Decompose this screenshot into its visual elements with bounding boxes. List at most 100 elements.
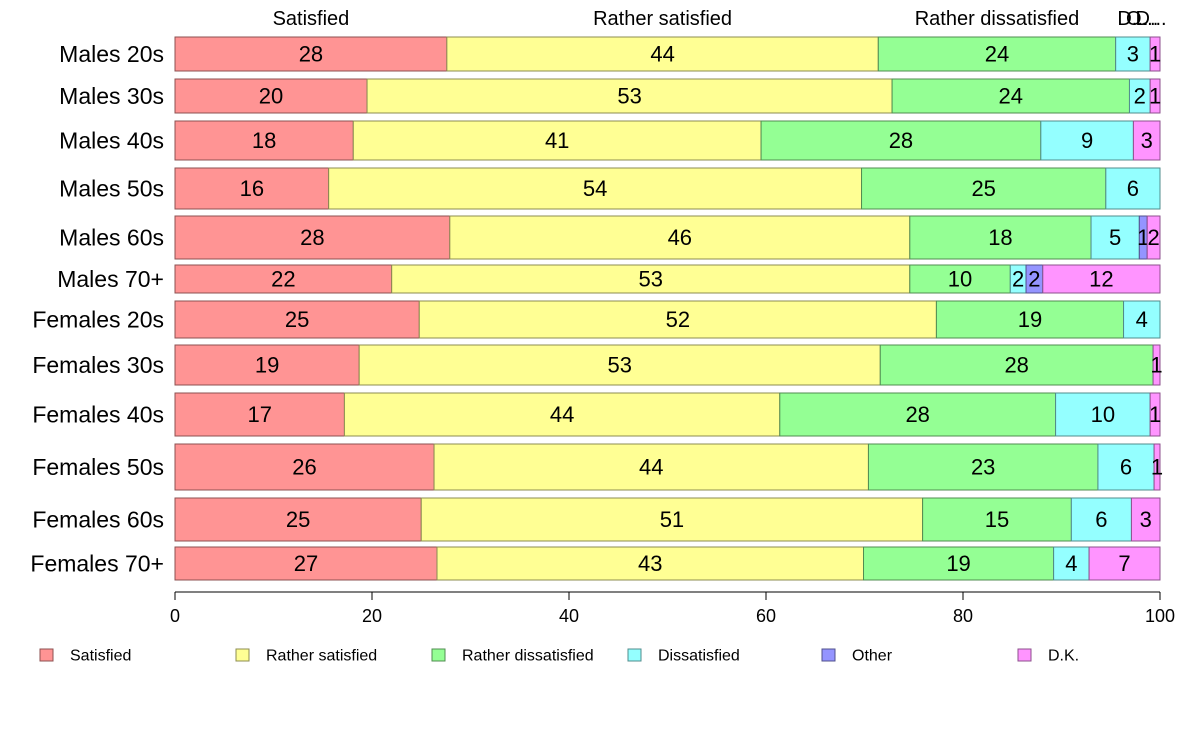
data-label: 3	[1127, 42, 1139, 67]
data-label: 28	[299, 42, 323, 67]
legend-swatch	[431, 648, 446, 662]
data-label: 54	[583, 176, 607, 201]
bars: 28 44 24 3 120 53 24 2 118 41 28 9 316 54 25 628 46 18 5 12…	[174, 36, 1163, 581]
legend-label: Rather satisfied	[266, 648, 377, 665]
bar-segment	[861, 167, 1107, 210]
bar-segment	[1088, 546, 1161, 581]
data-label: 5	[1109, 225, 1121, 250]
top-label: Rather satisfied	[593, 8, 732, 30]
data-label: 12	[1089, 267, 1113, 292]
top-label: Satisfied	[273, 8, 350, 30]
data-label: 20	[259, 84, 283, 109]
data-label: 24	[985, 42, 1009, 67]
x-tick-label: 80	[953, 606, 973, 626]
data-label: 46	[668, 225, 692, 250]
data-label: 18	[988, 225, 1012, 250]
data-label: 1	[1137, 225, 1149, 250]
top-label: O...	[1126, 8, 1158, 30]
bar-segment	[909, 264, 1011, 294]
data-label: 44	[639, 455, 663, 480]
bar-segment	[1105, 167, 1161, 210]
row-label: Females 60s	[32, 507, 164, 533]
legend-label: D.K.	[1048, 648, 1079, 665]
data-label: 2	[1134, 84, 1146, 109]
bar-segment	[352, 120, 762, 161]
data-label: 15	[985, 507, 1009, 532]
bar-segment	[174, 300, 420, 339]
data-label: 1	[1149, 84, 1161, 109]
legend-label: Other	[852, 648, 893, 665]
data-label: 18	[252, 128, 276, 153]
bar-segment	[174, 546, 438, 581]
bar-segment	[436, 546, 865, 581]
x-axis: 0 20 40 60 80 100	[170, 591, 1175, 626]
top-label: Rather dissatisfied	[915, 8, 1080, 30]
row-label: Females 70+	[30, 551, 164, 577]
row-label: Females 40s	[32, 402, 164, 428]
data-label: 25	[285, 307, 309, 332]
bar-segment	[174, 215, 451, 260]
data-label: 25	[971, 176, 995, 201]
legend-swatch	[39, 648, 54, 662]
row-label: Males 30s	[59, 83, 164, 109]
legend-label: Dissatisfied	[658, 648, 740, 665]
data-label: 28	[300, 225, 324, 250]
bar-segment	[391, 264, 911, 294]
bar-segment	[343, 392, 781, 437]
data-label: 53	[617, 84, 641, 109]
row-label: Females 50s	[32, 454, 164, 480]
bar-segment	[1123, 300, 1161, 339]
bar-segment	[922, 497, 1072, 542]
row-label: Females 20s	[32, 307, 164, 333]
data-label: 10	[948, 267, 972, 292]
bar-segment	[863, 546, 1055, 581]
data-label: 19	[255, 353, 279, 378]
data-label: 41	[545, 128, 569, 153]
data-label: 23	[971, 455, 995, 480]
bar-segment	[174, 36, 448, 72]
data-label: 44	[650, 42, 674, 67]
data-label: 2	[1028, 267, 1040, 292]
data-label: 6	[1120, 455, 1132, 480]
data-label: 25	[286, 507, 310, 532]
bar-segment	[328, 167, 863, 210]
data-label: 44	[550, 402, 574, 427]
row-label: Males 50s	[59, 176, 164, 202]
legend-swatch	[235, 648, 250, 662]
bar-segment	[174, 264, 393, 294]
data-label: 1	[1149, 42, 1161, 67]
x-tick-label: 60	[756, 606, 776, 626]
bar-segment	[760, 120, 1042, 161]
bar-segment	[1149, 78, 1161, 114]
data-label: 22	[271, 267, 295, 292]
bar-segment	[1097, 443, 1155, 491]
data-label: 19	[946, 551, 970, 576]
bar-segment	[420, 497, 924, 542]
bar-segment	[867, 443, 1099, 491]
bar-segment	[877, 36, 1117, 72]
legend-label: Satisfied	[70, 648, 131, 665]
data-label: 7	[1118, 551, 1130, 576]
bar-segment	[1040, 120, 1134, 161]
bar-segment	[174, 78, 368, 114]
x-tick-label: 40	[559, 606, 579, 626]
bar-segment	[174, 120, 354, 161]
bar-segment	[358, 344, 881, 386]
data-label: 17	[247, 402, 271, 427]
data-label: 19	[1018, 307, 1042, 332]
row-labels: Males 20s Males 30s Males 40s Males 50s Male…	[30, 41, 164, 577]
data-label: 9	[1081, 128, 1093, 153]
bar-segment	[909, 215, 1092, 260]
data-label: 10	[1091, 402, 1115, 427]
bar-segment	[174, 443, 435, 491]
x-tick-label: 0	[170, 606, 180, 626]
bar-segment	[1132, 120, 1161, 161]
data-label: 53	[639, 267, 663, 292]
data-label: 2	[1147, 225, 1159, 250]
data-label: 52	[666, 307, 690, 332]
legend-label: Rather dissatisfied	[462, 648, 594, 665]
bar-segment	[174, 344, 360, 386]
bar-segment	[449, 215, 911, 260]
bar-segment	[1152, 344, 1161, 386]
